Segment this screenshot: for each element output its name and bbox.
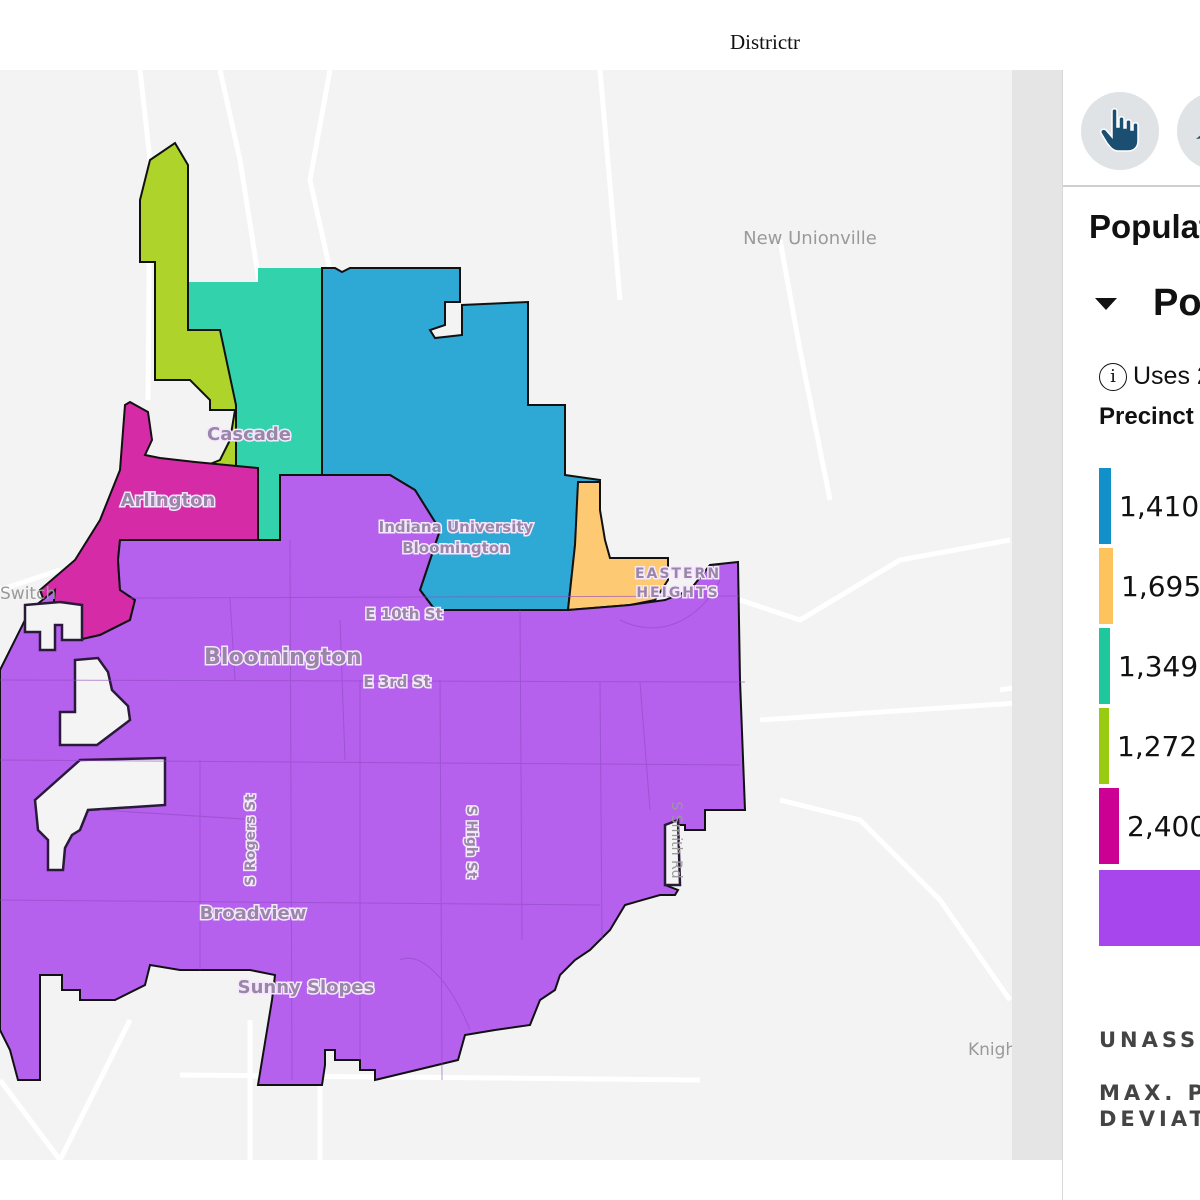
label-eastern-heights-line1: EASTERN <box>635 566 721 582</box>
sidebar-panel: Population Population i Uses 2 Precinct … <box>1062 70 1200 1200</box>
district-bar-3: 1,349 <box>1099 628 1198 704</box>
label-new-unionville: New Unionville <box>743 228 877 249</box>
district-bar-1: 1,410 <box>1099 468 1199 544</box>
label-eastern-heights-line2: HEIGHTS <box>636 585 719 601</box>
precinct-text: Precinct <box>1099 403 1194 430</box>
label-e-10th-st: E 10th St <box>365 605 442 623</box>
bar-value: 1,410 <box>1119 489 1200 523</box>
bar-swatch <box>1099 708 1109 784</box>
info-row: i Uses 2 <box>1099 362 1200 391</box>
population-collapsible[interactable]: Population <box>1095 282 1200 325</box>
map-edge-shade <box>1012 70 1062 1160</box>
bar-value: 2,400 <box>1127 809 1200 843</box>
bar-swatch <box>1099 788 1119 864</box>
label-e-3rd-st: E 3rd St <box>363 673 430 691</box>
info-icon[interactable]: i <box>1099 362 1127 391</box>
district-bar-2: 1,695 <box>1099 548 1200 624</box>
bar-swatch <box>1099 468 1111 544</box>
section-title: Population <box>1089 208 1200 245</box>
district-map[interactable]: New Unionville Cascade Arlington Indiana… <box>0 70 1062 1160</box>
label-indiana-university-line2: Bloomington <box>402 539 510 557</box>
precinct-boundaries <box>0 539 746 1081</box>
label-broadview: Broadview <box>200 903 307 924</box>
bar-swatch <box>1099 548 1113 624</box>
brush-icon <box>1196 135 1200 139</box>
map-canvas[interactable]: New Unionville Cascade Arlington Indiana… <box>0 70 1062 1160</box>
label-arlington: Arlington <box>121 490 216 511</box>
label-cascade: Cascade <box>207 424 291 445</box>
pan-tool-button[interactable] <box>1081 92 1159 170</box>
unassigned-label: UNASSI <box>1099 1028 1200 1052</box>
district-2-region[interactable] <box>566 481 669 612</box>
toolbar <box>1063 70 1200 187</box>
hand-pointer-icon <box>1100 108 1139 152</box>
bar-swatch <box>1099 628 1110 704</box>
brush-tool-button[interactable] <box>1177 92 1200 170</box>
label-s-smith-rd: S Smith Rd <box>668 801 684 878</box>
collapse-triangle-icon[interactable] <box>1095 297 1117 310</box>
app-title: Districtr <box>730 30 800 54</box>
bar-value: 1,272 <box>1117 729 1198 763</box>
label-s-rogers-st: S Rogers St <box>243 794 259 886</box>
label-switch: Switch <box>0 584 56 604</box>
label-bloomington: Bloomington <box>204 645 362 670</box>
district-bar-4: 1,272 <box>1099 708 1197 784</box>
collapsible-label: Population <box>1153 282 1200 324</box>
label-indiana-university-line1: Indiana University <box>379 518 534 536</box>
bar-value: 1,695 <box>1121 569 1200 603</box>
max-deviation-label-line1: MAX. PO <box>1099 1081 1200 1105</box>
district-bar-6 <box>1099 870 1200 946</box>
district-bar-5: 2,400 <box>1099 788 1200 864</box>
bar-value: 1,349 <box>1118 649 1199 683</box>
label-sunny-slopes: Sunny Slopes <box>238 977 375 998</box>
label-s-high-st: S High St <box>463 805 479 878</box>
info-text: Uses 2 <box>1133 362 1200 390</box>
max-deviation-label-line2: DEVIAT <box>1099 1107 1200 1131</box>
